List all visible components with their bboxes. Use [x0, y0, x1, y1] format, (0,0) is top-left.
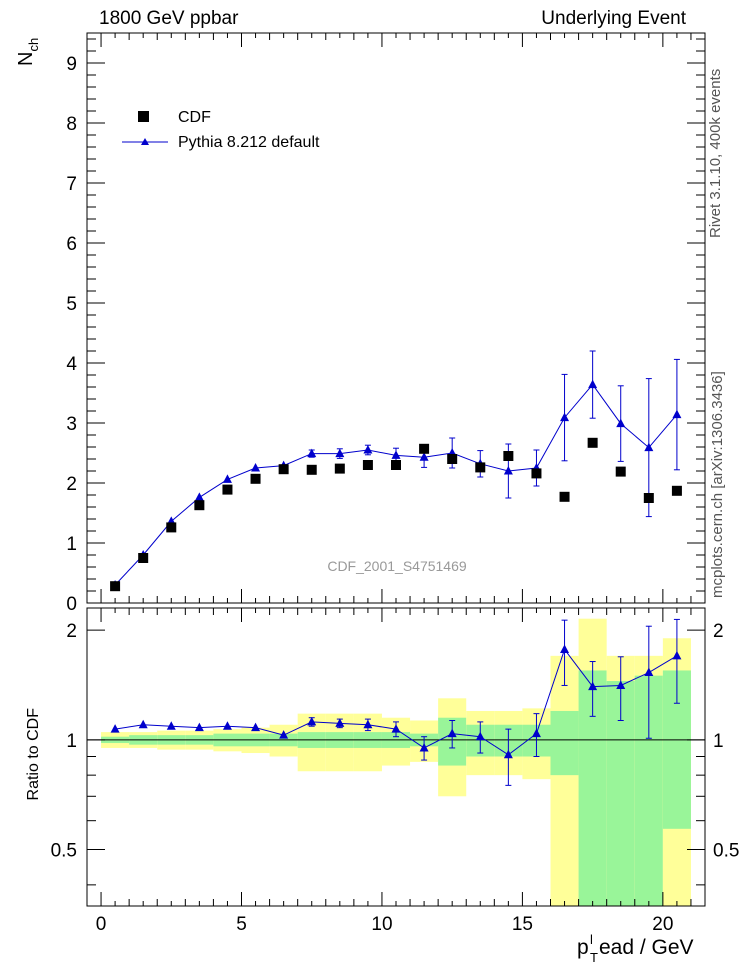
x-axis-subscript: T	[590, 950, 598, 965]
cdf-point	[222, 484, 233, 495]
ratio-point	[447, 728, 457, 738]
main-y-axis-subscript: ch	[26, 38, 41, 52]
legend-mc-label: Pythia 8.212 default	[178, 134, 320, 151]
x-axis-title: p	[577, 936, 589, 959]
ratio-point	[419, 742, 429, 752]
mc-point	[335, 448, 345, 458]
y-tick-label: 2	[66, 474, 77, 495]
cdf-point	[250, 473, 261, 484]
ratio-y-tick-label-right: 1	[713, 731, 724, 752]
y-tick-label: 1	[66, 534, 77, 555]
legend-mc-marker	[141, 138, 149, 145]
cdf-point	[306, 464, 317, 475]
ratio-y-tick-label-right: 0.5	[713, 841, 739, 862]
cdf-point	[194, 500, 205, 511]
x-axis-title-rest: ead / GeV	[599, 936, 694, 959]
cdf-point	[166, 522, 177, 533]
y-tick-label: 8	[66, 114, 77, 135]
mc-point	[307, 448, 317, 458]
y-tick-label: 4	[66, 354, 77, 375]
ratio-point	[363, 719, 373, 729]
cdf-point	[503, 451, 514, 461]
ratio-point	[279, 730, 289, 739]
y-tick-label: 0	[66, 594, 77, 615]
analysis-watermark: CDF_2001_S4751469	[327, 558, 467, 574]
header-subtitle: Underlying Event	[541, 8, 686, 29]
legend-cdf-marker	[138, 111, 149, 122]
ratio-point	[644, 667, 654, 677]
cdf-point	[447, 454, 458, 464]
cdf-point	[671, 485, 682, 496]
header-title: 1800 GeV ppbar	[99, 8, 239, 29]
band-inner-bin	[550, 710, 579, 776]
ratio-point	[222, 721, 232, 730]
mc-point	[672, 409, 682, 419]
ratio-point	[475, 731, 485, 741]
x-tick-label: 15	[512, 914, 533, 935]
ratio-point	[110, 724, 120, 733]
ratio-point	[335, 718, 345, 727]
cdf-point	[391, 460, 401, 470]
ratio-point	[616, 680, 626, 689]
ratio-point	[138, 719, 148, 729]
cdf-point	[138, 553, 149, 563]
cdf-point	[531, 468, 542, 479]
x-tick-label: 20	[652, 914, 673, 935]
mc-point	[644, 442, 654, 452]
cdf-point	[587, 437, 598, 448]
mc-point	[391, 450, 401, 459]
x-axis-superscript: l	[590, 932, 593, 947]
x-tick-label: 5	[236, 914, 247, 935]
ratio-point	[672, 650, 682, 660]
cdf-point	[110, 581, 121, 592]
y-tick-label: 6	[66, 234, 77, 255]
legend-cdf-label: CDF	[178, 109, 211, 126]
ratio-y-tick-label: 1	[66, 731, 77, 752]
mc-point	[222, 474, 232, 483]
cdf-point	[559, 491, 570, 502]
ratio-bands	[101, 618, 691, 906]
x-tick-label: 10	[371, 914, 392, 935]
x-tick-label: 0	[96, 914, 107, 935]
axis-ticks	[87, 33, 705, 906]
mc-point	[560, 412, 570, 422]
ratio-y-tick-label: 2	[66, 621, 77, 642]
ratio-point	[251, 722, 261, 732]
ratio-point	[391, 724, 401, 733]
y-tick-label: 9	[66, 54, 77, 75]
ratio-y-tick-label: 0.5	[51, 841, 77, 862]
ratio-y-axis-title: Ratio to CDF	[25, 708, 42, 801]
ratio-point	[531, 728, 541, 738]
mc-point	[616, 418, 626, 428]
ratio-point	[560, 644, 570, 653]
y-tick-label: 3	[66, 414, 77, 435]
mc-point	[419, 452, 429, 461]
ratio-point	[166, 721, 176, 730]
ratio-point	[503, 749, 513, 759]
ratio-point	[307, 716, 317, 726]
ratio-point	[588, 681, 598, 691]
cdf-point	[278, 464, 289, 475]
cdf-point	[643, 493, 654, 503]
cdf-point	[334, 463, 345, 474]
ratio-point	[194, 722, 204, 732]
cdf-point	[419, 443, 430, 454]
band-outer-bin	[550, 655, 579, 906]
cdf-point	[475, 462, 486, 473]
axis-labels: 0 5 10 15 20 0 1 2 3 4 5 6 7 8 9 0.5 0.5 1 1 2 2 Nch Ratio to …	[15, 38, 739, 965]
ratio-y-tick-label-right: 2	[713, 621, 724, 642]
mc-point	[251, 463, 261, 472]
mc-point	[363, 445, 373, 454]
mc-point	[194, 492, 204, 501]
main-y-axis-title: Nch	[15, 38, 41, 66]
mc-point	[588, 379, 598, 389]
cdf-point	[615, 466, 626, 477]
y-tick-label: 7	[66, 174, 77, 195]
mc-point	[503, 466, 513, 475]
y-tick-label: 5	[66, 294, 77, 315]
cdf-point	[362, 460, 373, 470]
data-layer	[110, 111, 682, 786]
